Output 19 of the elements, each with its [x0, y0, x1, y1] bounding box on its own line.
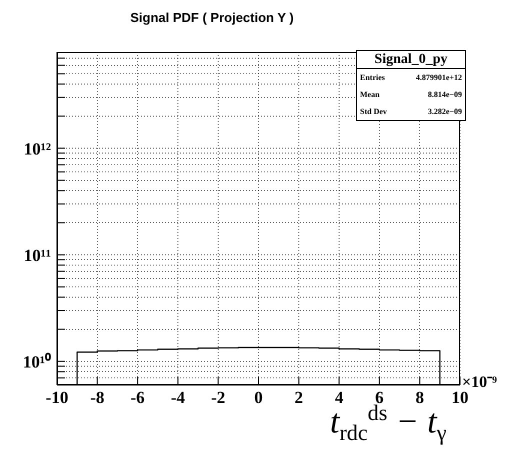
annotation: 8.814e−09 — [428, 89, 462, 101]
annotation: Entries — [360, 72, 385, 84]
y-tick-label: 10¹⁰ — [22, 352, 51, 372]
x-tick-label: -2 — [211, 388, 226, 408]
annotation: 3.282e−09 — [428, 106, 462, 118]
x-tick-label: -6 — [130, 388, 145, 408]
annotation: Signal_0_py — [357, 51, 465, 69]
annotation: Mean — [360, 89, 380, 101]
x-tick-label: -4 — [170, 388, 186, 408]
annotation: 4.879901e+12 — [416, 72, 462, 84]
x-tick-label: -8 — [90, 388, 104, 408]
x-tick-label: 8 — [415, 388, 424, 408]
y-tick-label: 10¹² — [24, 139, 51, 158]
chart-title: Signal PDF ( Projection Y ) — [129, 10, 295, 25]
x-tick-label: 0 — [254, 388, 263, 408]
x-tick-label: -10 — [46, 388, 68, 408]
y-tick-label: 10¹¹ — [24, 246, 51, 265]
annotation: Std Dev — [360, 106, 387, 118]
x-tick-label: 2 — [294, 388, 304, 408]
